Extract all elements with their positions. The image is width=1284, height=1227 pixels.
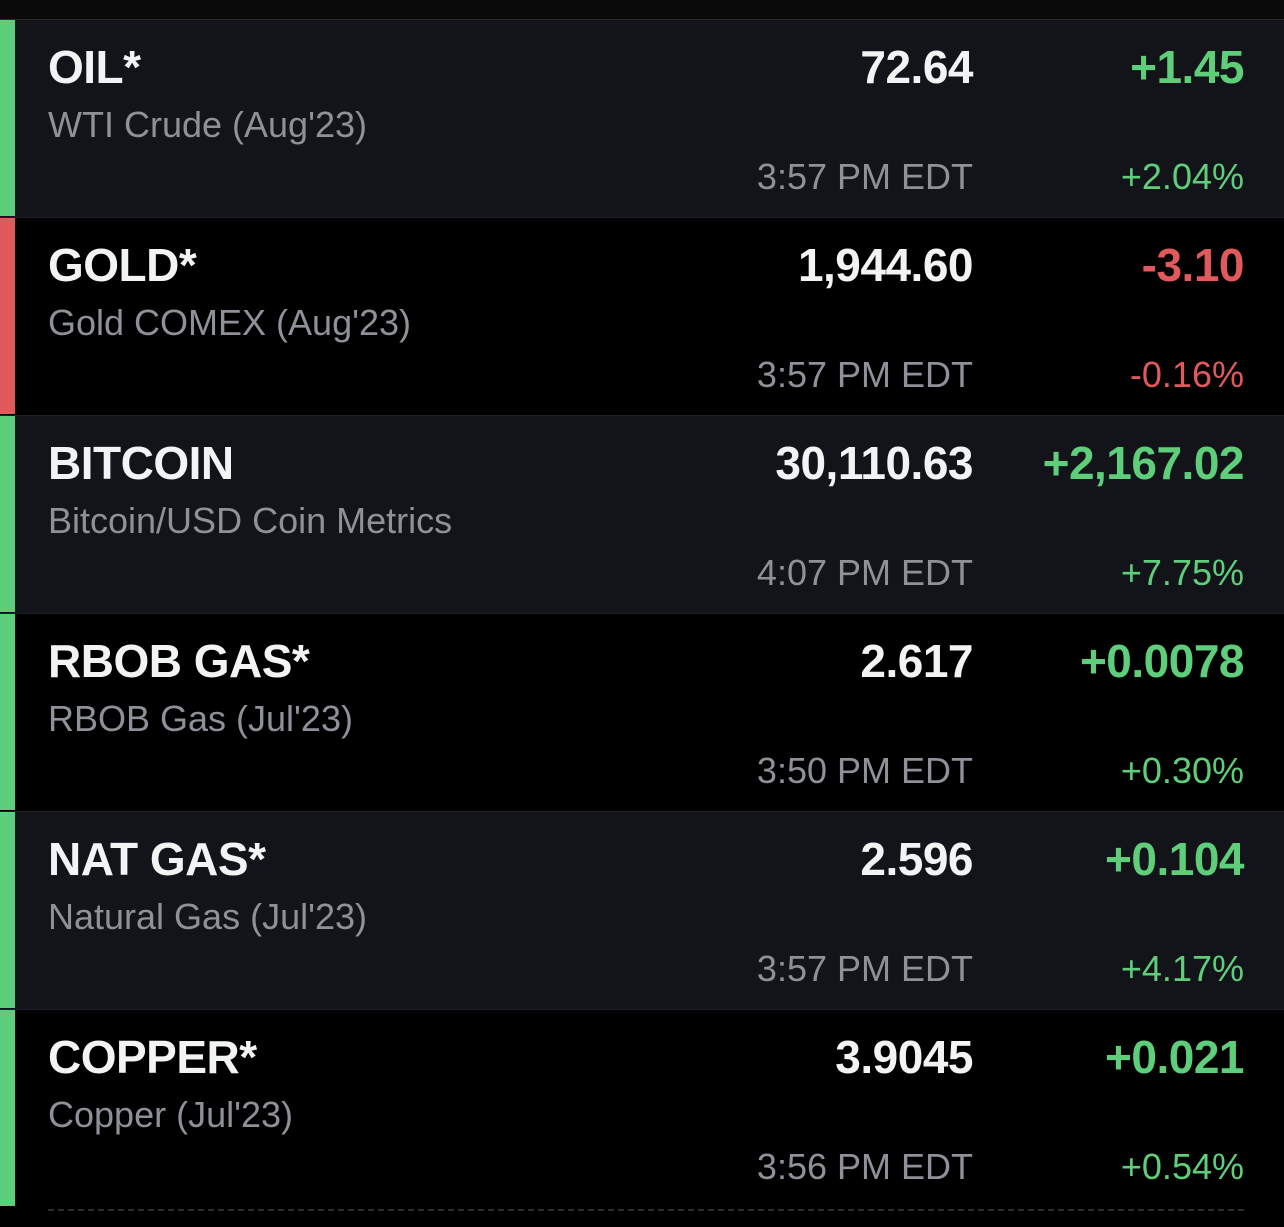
row-divider	[0, 811, 1284, 812]
row-divider	[0, 1009, 1284, 1010]
quote-row-nat-gas[interactable]: NAT GAS* Natural Gas (Jul'23) 2.596 3:57…	[0, 812, 1284, 1010]
quote-time: 3:57 PM EDT	[756, 156, 973, 197]
quote-row-oil[interactable]: OIL* WTI Crude (Aug'23) 72.64 3:57 PM ED…	[0, 20, 1284, 218]
quote-name: Copper (Jul'23)	[48, 1094, 293, 1135]
direction-indicator	[0, 1010, 15, 1206]
quote-symbol: COPPER*	[48, 1031, 257, 1083]
quote-change: +0.0078	[1079, 635, 1245, 687]
row-divider	[0, 613, 1284, 614]
quote-row-copper[interactable]: COPPER* Copper (Jul'23) 3.9045 3:56 PM E…	[0, 1010, 1284, 1208]
quote-change: +0.104	[1105, 833, 1244, 885]
quote-price: 3.9045	[835, 1031, 973, 1083]
quote-symbol: RBOB GAS*	[48, 635, 310, 687]
quote-row-bitcoin[interactable]: BITCOIN Bitcoin/USD Coin Metrics 30,110.…	[0, 416, 1284, 614]
quote-price: 1,944.60	[797, 239, 974, 291]
quote-time: 4:07 PM EDT	[756, 552, 973, 593]
quote-change-percent: +0.54%	[1120, 1146, 1244, 1187]
quote-symbol: OIL*	[48, 41, 141, 93]
quote-symbol: NAT GAS*	[48, 833, 266, 885]
quote-time: 3:56 PM EDT	[756, 1146, 973, 1187]
direction-indicator	[0, 812, 15, 1008]
quote-price: 2.617	[860, 635, 973, 687]
quote-change: -3.10	[1141, 239, 1245, 291]
quote-time: 3:57 PM EDT	[756, 948, 973, 989]
direction-indicator	[0, 614, 15, 810]
quote-price: 2.596	[860, 833, 973, 885]
quote-row-gold[interactable]: GOLD* Gold COMEX (Aug'23) 1,944.60 3:57 …	[0, 218, 1284, 416]
quote-time: 3:50 PM EDT	[756, 750, 973, 791]
quote-change-percent: +0.30%	[1120, 750, 1244, 791]
quote-change-percent: -0.16%	[1129, 354, 1244, 395]
direction-indicator	[0, 20, 15, 216]
direction-indicator	[0, 416, 15, 612]
quote-price: 30,110.63	[775, 437, 973, 489]
quote-price: 72.64	[860, 41, 973, 93]
list-end-divider	[48, 1209, 1244, 1211]
quote-name: Gold COMEX (Aug'23)	[48, 302, 412, 343]
quote-change: +0.021	[1105, 1031, 1244, 1083]
direction-indicator	[0, 218, 15, 414]
top-header-strip	[0, 0, 1284, 20]
quote-row-rbob-gas[interactable]: RBOB GAS* RBOB Gas (Jul'23) 2.617 3:50 P…	[0, 614, 1284, 812]
quote-symbol: BITCOIN	[48, 437, 234, 489]
quote-name: RBOB Gas (Jul'23)	[48, 698, 353, 739]
quote-name: Bitcoin/USD Coin Metrics	[48, 500, 453, 541]
quote-change: +2,167.02	[1042, 437, 1245, 489]
quote-change-percent: +2.04%	[1120, 156, 1244, 197]
quote-change-percent: +7.75%	[1120, 552, 1244, 593]
quote-name: Natural Gas (Jul'23)	[48, 896, 367, 937]
quote-symbol: GOLD*	[48, 239, 197, 291]
quote-change: +1.45	[1130, 41, 1244, 93]
quote-name: WTI Crude (Aug'23)	[48, 104, 367, 145]
quote-change-percent: +4.17%	[1120, 948, 1244, 989]
quote-time: 3:57 PM EDT	[756, 354, 973, 395]
row-divider	[0, 415, 1284, 416]
quote-list: OIL* WTI Crude (Aug'23) 72.64 3:57 PM ED…	[0, 20, 1284, 1208]
row-divider	[0, 217, 1284, 218]
